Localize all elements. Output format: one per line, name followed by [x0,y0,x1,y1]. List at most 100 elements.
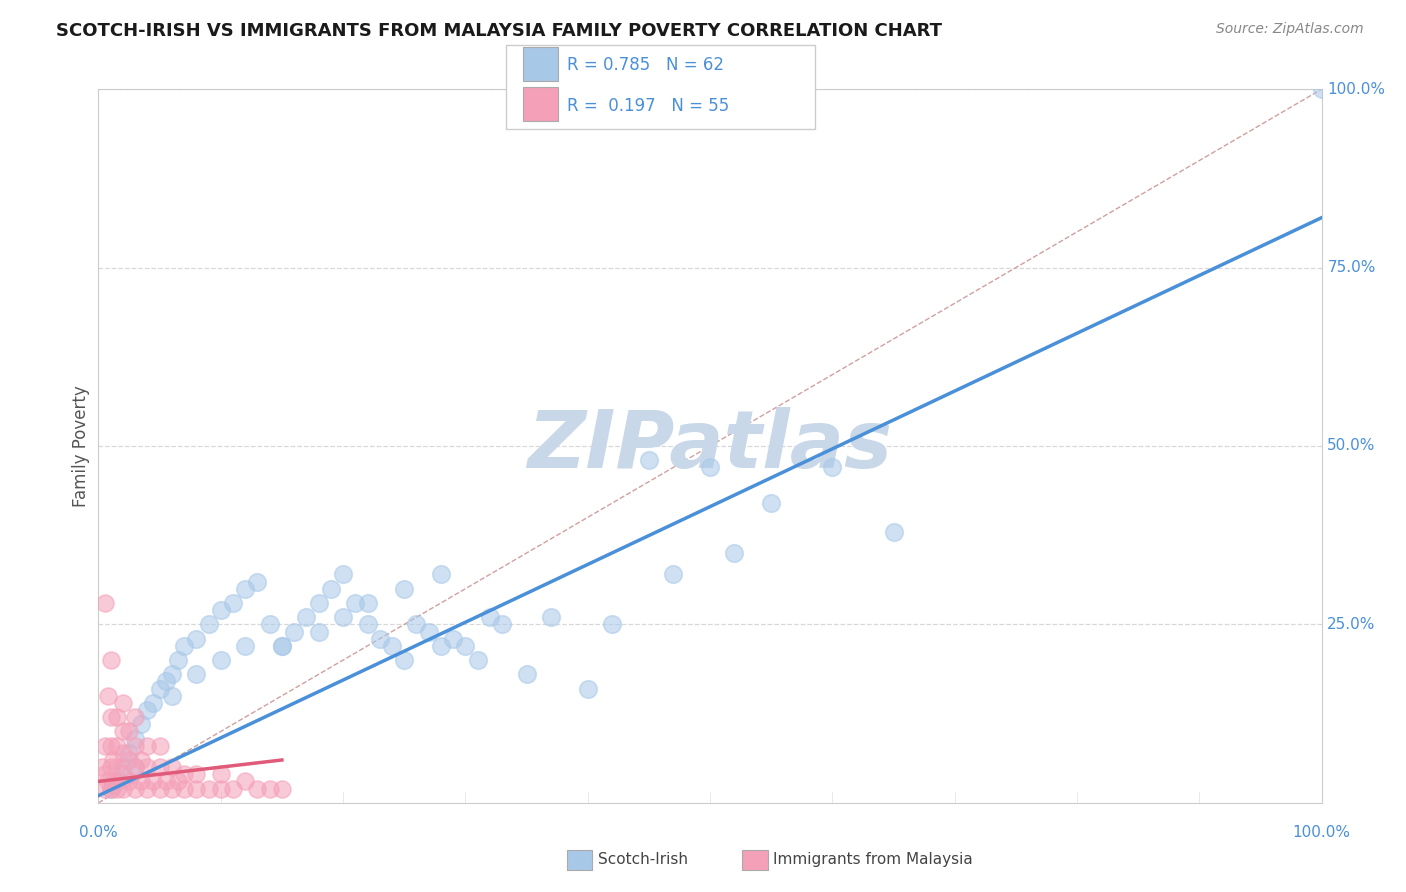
Point [129,717,152,731]
Point [91,760,114,774]
Text: SCOTCH-IRISH VS IMMIGRANTS FROM MALAYSIA FAMILY POVERTY CORRELATION CHART: SCOTCH-IRISH VS IMMIGRANTS FROM MALAYSIA… [56,22,942,40]
Point [233,582,256,596]
Point [105,760,128,774]
Point [160,781,183,796]
Point [259,617,281,632]
Point [118,753,141,767]
Point [124,781,146,796]
Point [430,639,453,653]
Point [233,774,256,789]
Point [160,760,183,774]
Point [93,767,115,781]
Point [173,639,195,653]
Point [105,774,128,789]
Text: R =  0.197   N = 55: R = 0.197 N = 55 [567,96,728,114]
Text: 50.0%: 50.0% [1327,439,1375,453]
Point [319,582,342,596]
Point [344,596,367,610]
Point [430,567,453,582]
Point [761,496,783,510]
Y-axis label: Family Poverty: Family Poverty [72,385,90,507]
Text: Scotch-Irish: Scotch-Irish [598,853,688,867]
Point [308,624,330,639]
Text: 75.0%: 75.0% [1327,260,1375,275]
Point [155,774,177,789]
Point [111,696,134,710]
Point [441,632,464,646]
Point [124,760,146,774]
Point [883,524,905,539]
Point [142,696,165,710]
Point [246,781,269,796]
Point [100,739,122,753]
Point [93,739,115,753]
Point [97,774,120,789]
Point [155,674,177,689]
Point [209,653,232,667]
Point [101,753,124,767]
Point [821,460,844,475]
Point [332,567,354,582]
Text: R = 0.785   N = 62: R = 0.785 N = 62 [567,56,724,74]
Point [124,710,146,724]
Point [209,781,232,796]
Point [93,596,115,610]
Point [93,781,115,796]
Point [270,639,294,653]
Point [100,710,122,724]
Point [356,617,378,632]
Point [111,781,134,796]
Point [270,639,294,653]
Point [124,760,146,774]
Point [118,724,141,739]
Point [124,731,146,746]
Point [454,639,477,653]
Point [209,767,232,781]
Point [118,746,141,760]
Point [167,653,190,667]
Point [136,760,159,774]
Text: 25.0%: 25.0% [1327,617,1375,632]
Point [540,610,562,624]
Point [392,653,416,667]
Point [100,653,122,667]
Point [308,596,330,610]
Text: 100.0%: 100.0% [1292,825,1351,840]
Point [576,681,599,696]
Point [186,781,208,796]
Point [173,767,195,781]
Point [100,781,122,796]
Point [270,781,294,796]
Point [186,667,208,681]
Point [101,774,124,789]
Text: Immigrants from Malaysia: Immigrants from Malaysia [773,853,973,867]
Point [111,746,134,760]
Point [356,596,378,610]
Point [173,781,195,796]
Point [662,567,685,582]
Point [368,632,391,646]
Text: Source: ZipAtlas.com: Source: ZipAtlas.com [1216,22,1364,37]
Point [136,703,159,717]
Point [136,781,159,796]
Point [637,453,661,467]
Text: 0.0%: 0.0% [79,825,118,840]
Point [142,774,165,789]
Point [149,739,172,753]
Point [197,781,219,796]
Point [160,689,183,703]
Point [600,617,623,632]
Point [129,774,152,789]
Point [105,781,128,796]
Point [111,724,134,739]
Point [381,639,404,653]
Point [699,460,721,475]
Point [111,767,134,781]
Point [124,739,146,753]
Point [105,710,128,724]
Point [111,760,134,774]
Point [233,639,256,653]
Point [100,781,122,796]
Point [478,610,501,624]
Point [118,774,141,789]
